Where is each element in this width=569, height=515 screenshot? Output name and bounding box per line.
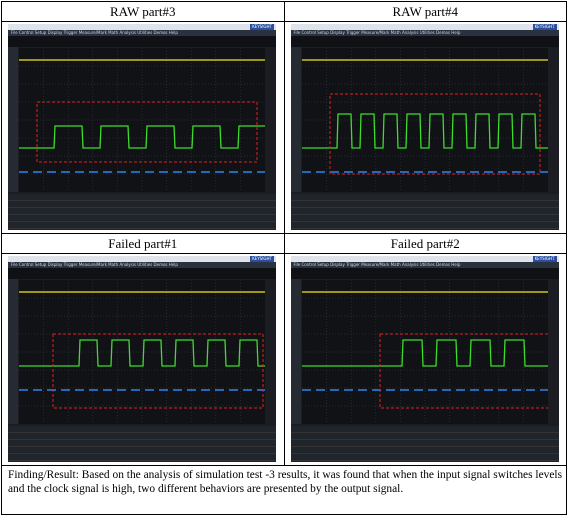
- finding-cell: Finding/Result: Based on the analysis of…: [1, 465, 567, 515]
- scope-screenshot: File Control Setup Display Trigger Measu…: [285, 254, 567, 465]
- scope-screenshot: File Control Setup Display Trigger Measu…: [2, 254, 284, 465]
- finding-text: Finding/Result: Based on the analysis of…: [8, 469, 562, 495]
- cell-raw-part-4: RAW part#4: [283, 1, 567, 22]
- scope-screenshot: File Control Setup Display Trigger Measu…: [285, 22, 567, 233]
- caption: RAW part#4: [392, 4, 458, 19]
- cell-raw-part-3: RAW part#3: [1, 1, 285, 22]
- cell-failed-part-1: Failed part#1: [1, 233, 285, 254]
- cell-failed-part-2: Failed part#2: [283, 233, 567, 254]
- caption: RAW part#3: [109, 4, 176, 19]
- scope-screenshot: File Control Setup Display Trigger Measu…: [2, 22, 284, 233]
- caption: Failed part#2: [390, 236, 460, 251]
- caption: Failed part#1: [108, 236, 178, 251]
